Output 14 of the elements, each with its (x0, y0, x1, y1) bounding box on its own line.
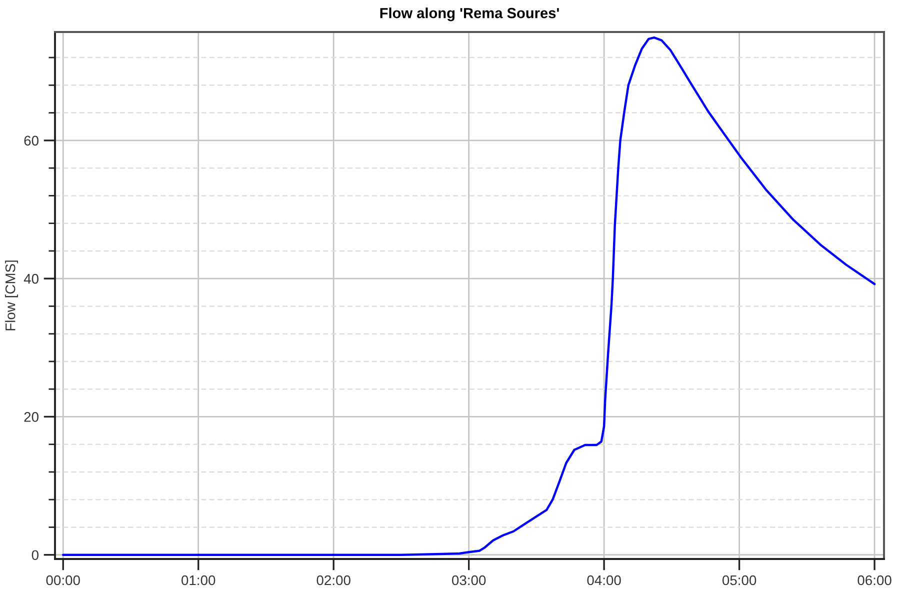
y-tick-label: 0 (32, 550, 38, 560)
y-tick-label: 60 (24, 136, 38, 146)
y-axis-title: Flow [CMS] (5, 260, 18, 330)
y-tick-label: 40 (24, 274, 38, 284)
x-tick-label: 04:00 (587, 575, 621, 586)
x-tick-label: 01:00 (182, 575, 216, 586)
x-tick-label: 05:00 (722, 575, 756, 586)
y-tick-label: 20 (24, 412, 38, 422)
x-tick-label: 00:00 (46, 575, 80, 586)
x-tick-label: 02:00 (316, 575, 350, 586)
chart-title: Flow along 'Rema Soures' (380, 8, 559, 22)
x-tick-label: 06:00 (858, 575, 892, 586)
x-tick-label: 03:00 (452, 575, 486, 586)
line-series (62, 36, 876, 556)
